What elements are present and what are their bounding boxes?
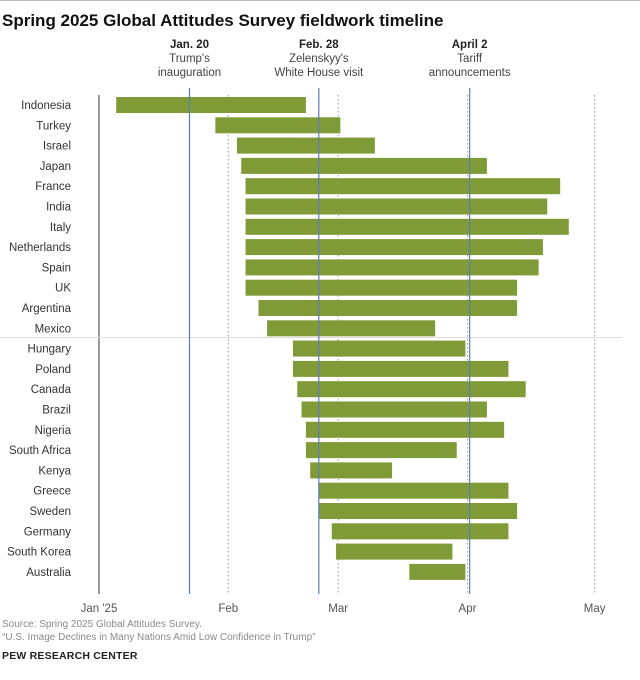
fieldwork-bar <box>116 97 306 113</box>
country-label: UK <box>55 283 71 295</box>
event-date-label: April 2 <box>452 39 488 51</box>
fieldwork-bar <box>245 239 543 256</box>
country-label: Nigeria <box>35 425 72 437</box>
country-label: Brazil <box>42 405 71 417</box>
country-label: Indonesia <box>21 100 71 112</box>
chart-title: Spring 2025 Global Attitudes Survey fiel… <box>2 11 444 30</box>
country-label: Mexico <box>35 323 71 335</box>
country-label: Australia <box>26 567 71 579</box>
country-label: Netherlands <box>9 242 71 254</box>
fieldwork-bar <box>292 340 466 357</box>
country-label: Canada <box>31 384 72 396</box>
fieldwork-bar <box>215 117 341 134</box>
fieldwork-bar <box>241 157 487 174</box>
event-desc-line1: Tariff <box>457 53 483 65</box>
country-label: Turkey <box>36 120 71 132</box>
fieldwork-bar <box>305 421 505 438</box>
country-label: Poland <box>35 364 71 376</box>
x-tick-label: Jan '25 <box>81 603 118 615</box>
x-tick-label: Mar <box>328 603 348 615</box>
country-label: Kenya <box>38 465 71 477</box>
event-desc-line2: White House visit <box>274 67 364 79</box>
source-line: Source: Spring 2025 Global Attitudes Sur… <box>2 619 202 630</box>
fieldwork-bar <box>245 218 569 235</box>
fieldwork-bar <box>236 137 375 154</box>
country-label: Greece <box>33 486 71 498</box>
fieldwork-bar <box>331 523 509 540</box>
gantt-chart: Jan '25 Feb Mar Apr May Indonesia Turkey Israel… <box>0 39 622 615</box>
fieldwork-bar <box>301 401 487 418</box>
event-date-label: Jan. 20 <box>170 39 209 51</box>
x-tick-label: May <box>584 603 606 615</box>
country-label: Spain <box>42 262 71 274</box>
event-desc-line1: Zelenskyy's <box>289 53 349 65</box>
country-label: South Korea <box>7 547 72 559</box>
fieldwork-bar <box>318 482 509 499</box>
report-title: “U.S. Image Declines in Many Nations Ami… <box>2 632 316 643</box>
fieldwork-bar <box>245 259 539 276</box>
event-desc-line2: announcements <box>429 67 511 79</box>
country-label: Hungary <box>28 344 72 356</box>
top-rule <box>0 0 640 1</box>
country-label: South Africa <box>9 445 72 457</box>
fieldwork-bar <box>292 360 509 377</box>
country-label: Japan <box>40 161 71 173</box>
event-desc-line2: inauguration <box>158 67 221 79</box>
fieldwork-bar <box>409 563 466 580</box>
fieldwork-bar <box>318 503 518 519</box>
fieldwork-bar <box>297 381 526 398</box>
fieldwork-bar <box>267 320 436 337</box>
country-label: France <box>35 181 71 193</box>
fieldwork-bar <box>245 279 518 296</box>
x-tick-label: Apr <box>459 603 477 615</box>
country-label: Italy <box>50 222 71 234</box>
source-note: Source: Spring 2025 Global Attitudes Sur… <box>2 618 315 644</box>
country-label: India <box>46 202 72 214</box>
fieldwork-bar <box>336 543 453 560</box>
country-label: Germany <box>24 526 72 538</box>
country-label: Sweden <box>29 506 71 518</box>
event-desc-line1: Trump's <box>169 53 210 65</box>
fieldwork-bar <box>245 178 561 195</box>
country-label: Argentina <box>22 303 72 315</box>
fieldwork-bar <box>258 300 518 316</box>
x-tick-label: Feb <box>218 603 238 615</box>
event-date-label: Feb. 28 <box>299 39 339 51</box>
fieldwork-bar <box>245 198 548 215</box>
country-label: Israel <box>43 141 71 153</box>
pew-logo-text: PEW RESEARCH CENTER <box>2 650 138 662</box>
fieldwork-bar <box>310 462 393 479</box>
fieldwork-bar <box>305 442 457 459</box>
